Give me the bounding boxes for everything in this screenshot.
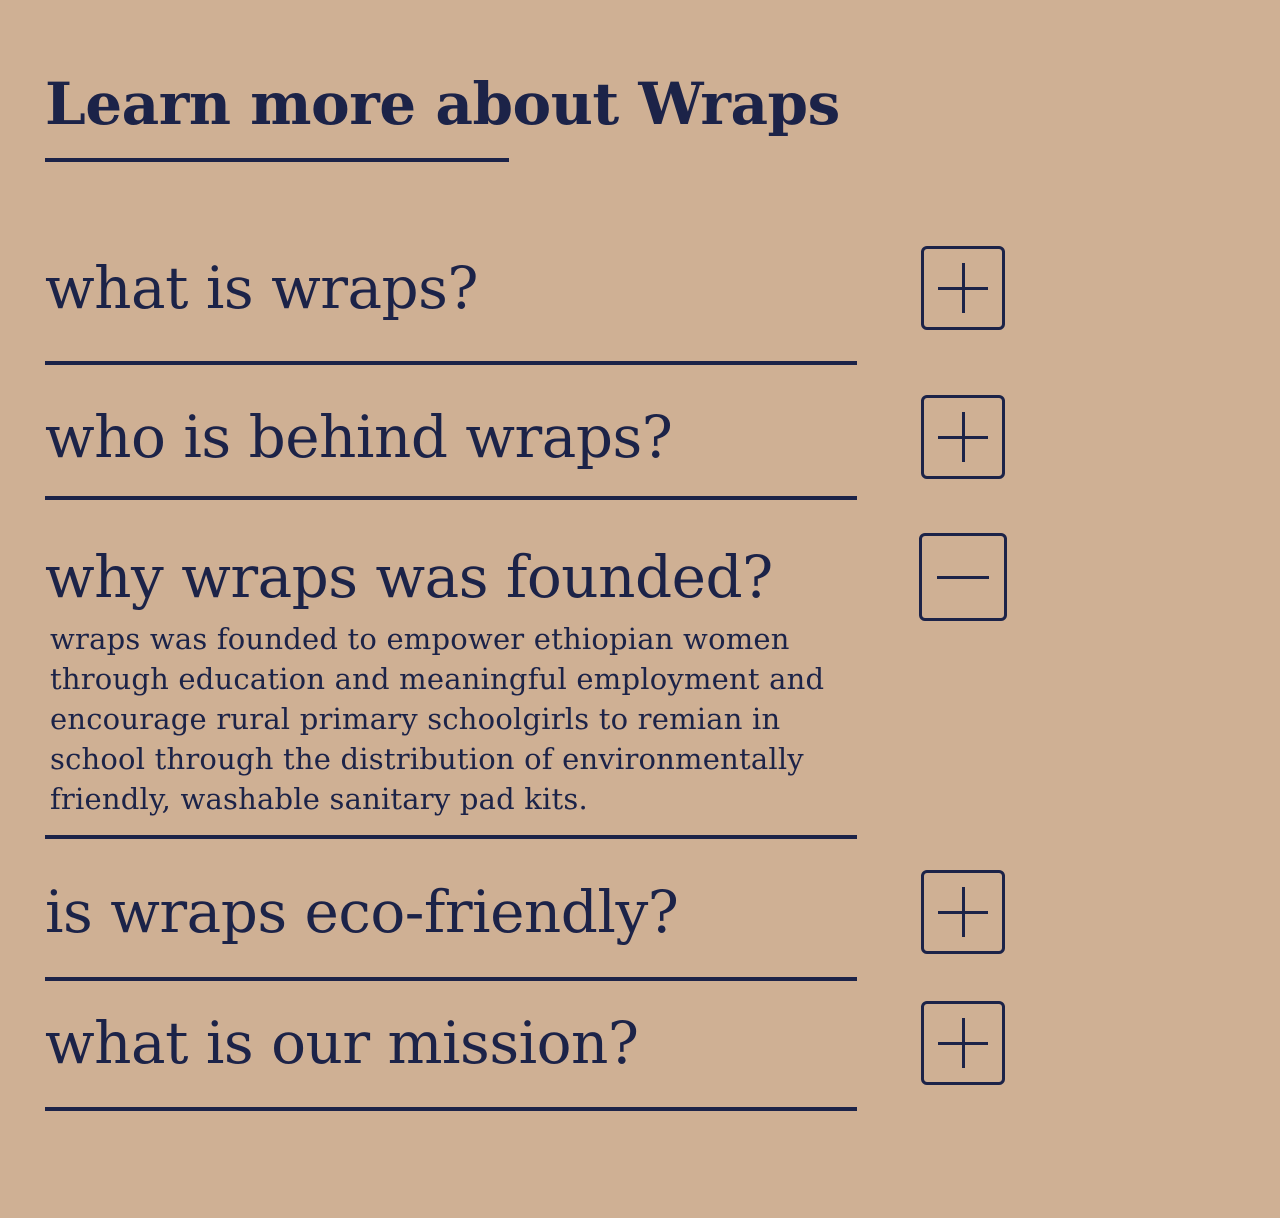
faq-question-what-is-wraps[interactable]: what is wraps?: [45, 252, 478, 324]
faq-expand-button-who-is-behind-wraps[interactable]: [921, 395, 1005, 479]
faq-question-why-wraps-was-founded[interactable]: why wraps was founded?: [45, 541, 773, 613]
faq-question-is-wraps-eco-friendly[interactable]: is wraps eco-friendly?: [45, 876, 678, 948]
faq-divider: [45, 1107, 857, 1111]
title-underline: [45, 158, 509, 162]
faq-question-who-is-behind-wraps[interactable]: who is behind wraps?: [45, 401, 672, 473]
faq-divider: [45, 361, 857, 365]
faq-expand-button-is-wraps-eco-friendly[interactable]: [921, 870, 1005, 954]
faq-question-what-is-our-mission[interactable]: what is our mission?: [45, 1007, 639, 1079]
faq-answer-why-wraps-was-founded: wraps was founded to empower ethiopian w…: [50, 619, 850, 819]
page-title: Learn more about Wraps: [45, 68, 840, 140]
faq-expand-button-what-is-wraps[interactable]: [921, 246, 1005, 330]
faq-divider: [45, 496, 857, 500]
faq-expand-button-what-is-our-mission[interactable]: [921, 1001, 1005, 1085]
faq-divider: [45, 977, 857, 981]
faq-collapse-button-why-wraps-was-founded[interactable]: [919, 533, 1007, 621]
faq-divider: [45, 835, 857, 839]
